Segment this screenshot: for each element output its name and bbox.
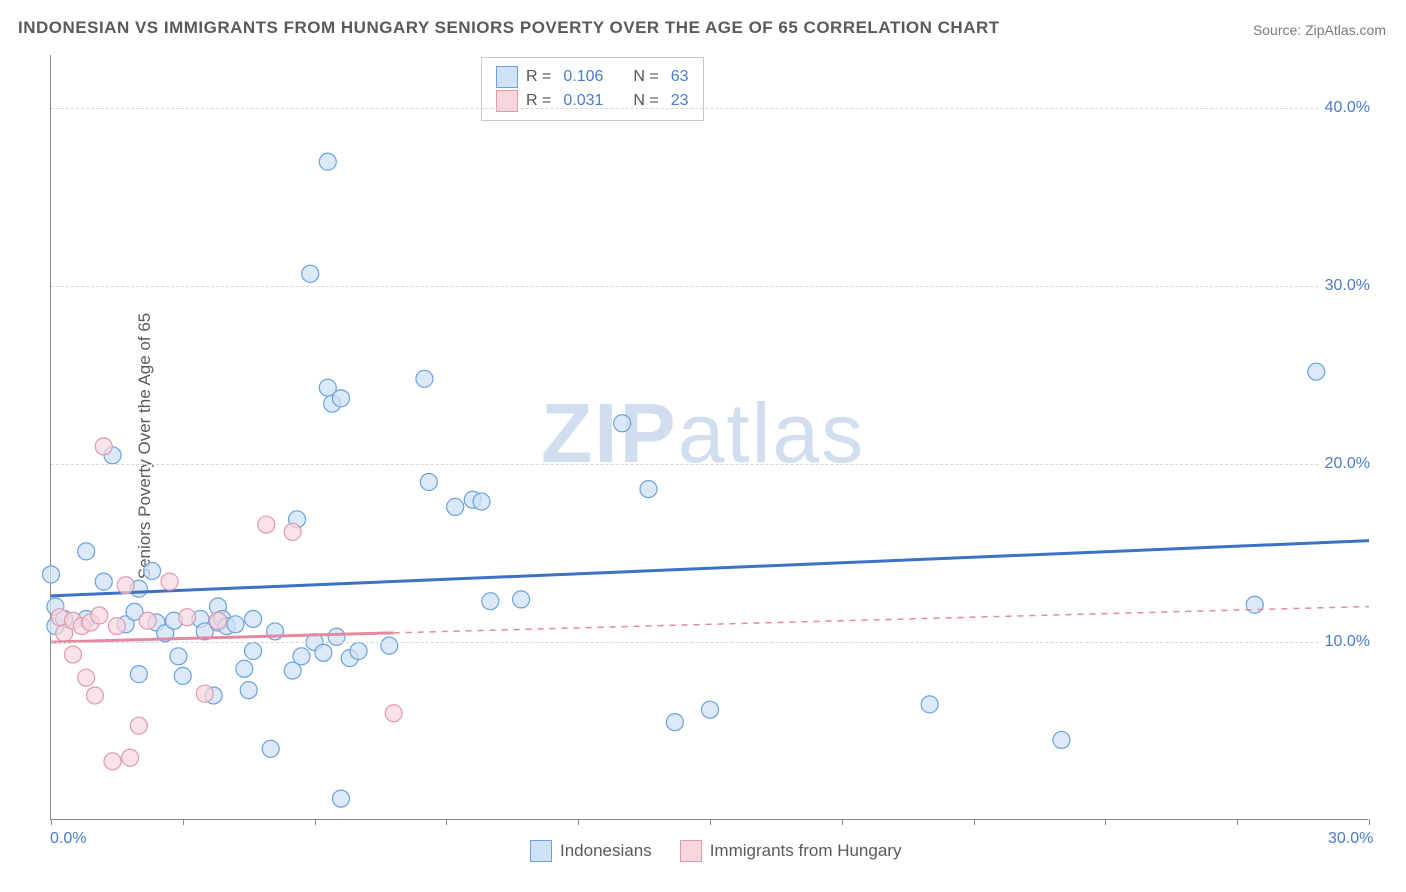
data-point	[666, 714, 683, 731]
data-point	[284, 523, 301, 540]
legend-series-label: Immigrants from Hungary	[710, 841, 902, 861]
legend-r-prefix: R =	[526, 68, 551, 86]
trend-line	[51, 541, 1369, 596]
data-point	[139, 612, 156, 629]
legend-series-label: Indonesians	[560, 841, 652, 861]
x-tick-mark	[1369, 819, 1370, 825]
legend-n-prefix: N =	[633, 68, 658, 86]
data-point	[319, 153, 336, 170]
source-label: Source: ZipAtlas.com	[1253, 22, 1386, 38]
data-point	[293, 648, 310, 665]
data-point	[258, 516, 275, 533]
data-point	[447, 498, 464, 515]
data-point	[130, 717, 147, 734]
data-point	[174, 667, 191, 684]
x-tick-label: 30.0%	[1328, 830, 1373, 848]
data-point	[64, 646, 81, 663]
plot-area: ZIPatlas R =0.106N =63R =0.031N =23 10.0…	[50, 55, 1368, 820]
legend-n-prefix: N =	[633, 92, 658, 110]
y-tick-label: 20.0%	[1319, 455, 1370, 473]
data-point	[315, 644, 332, 661]
data-point	[1308, 363, 1325, 380]
x-tick-mark	[578, 819, 579, 825]
data-point	[122, 749, 139, 766]
legend-n-value: 63	[671, 68, 689, 86]
data-point	[245, 642, 262, 659]
chart-title: INDONESIAN VS IMMIGRANTS FROM HUNGARY SE…	[18, 18, 1000, 38]
data-point	[91, 607, 108, 624]
x-tick-mark	[51, 819, 52, 825]
x-tick-mark	[183, 819, 184, 825]
x-tick-mark	[446, 819, 447, 825]
legend-n-value: 23	[671, 92, 689, 110]
legend-swatch	[530, 840, 552, 862]
data-point	[302, 265, 319, 282]
x-tick-mark	[315, 819, 316, 825]
legend-series: Indonesians Immigrants from Hungary	[530, 840, 901, 862]
data-point	[482, 593, 499, 610]
data-point	[144, 562, 161, 579]
data-point	[170, 648, 187, 665]
data-point	[702, 701, 719, 718]
data-point	[43, 566, 60, 583]
gridline	[51, 642, 1368, 643]
legend-swatch	[680, 840, 702, 862]
data-point	[78, 669, 95, 686]
data-point	[921, 696, 938, 713]
data-point	[108, 618, 125, 635]
data-point	[86, 687, 103, 704]
legend-swatch	[496, 66, 518, 88]
data-point	[179, 609, 196, 626]
data-point	[1053, 731, 1070, 748]
data-point	[240, 682, 257, 699]
chart-svg	[51, 55, 1368, 819]
y-tick-label: 30.0%	[1319, 277, 1370, 295]
data-point	[350, 642, 367, 659]
data-point	[117, 577, 134, 594]
data-point	[209, 612, 226, 629]
x-tick-label: 0.0%	[50, 830, 86, 848]
data-point	[104, 753, 121, 770]
data-point	[420, 473, 437, 490]
data-point	[332, 390, 349, 407]
trend-line-dashed	[394, 607, 1369, 633]
legend-series-item: Immigrants from Hungary	[680, 840, 902, 862]
data-point	[381, 637, 398, 654]
x-tick-mark	[710, 819, 711, 825]
data-point	[161, 573, 178, 590]
data-point	[236, 660, 253, 677]
x-tick-mark	[1237, 819, 1238, 825]
data-point	[262, 740, 279, 757]
data-point	[78, 543, 95, 560]
legend-r-prefix: R =	[526, 92, 551, 110]
data-point	[196, 685, 213, 702]
y-tick-label: 10.0%	[1319, 633, 1370, 651]
data-point	[245, 610, 262, 627]
data-point	[95, 438, 112, 455]
data-point	[95, 573, 112, 590]
gridline	[51, 108, 1368, 109]
data-point	[614, 415, 631, 432]
data-point	[227, 616, 244, 633]
data-point	[416, 370, 433, 387]
data-point	[513, 591, 530, 608]
data-point	[1246, 596, 1263, 613]
legend-series-item: Indonesians	[530, 840, 652, 862]
y-tick-label: 40.0%	[1319, 99, 1370, 117]
data-point	[332, 790, 349, 807]
data-point	[640, 481, 657, 498]
data-point	[130, 666, 147, 683]
legend-stats: R = 0.106 N = 63 R = 0.031 N = 23	[481, 57, 704, 121]
x-tick-mark	[1105, 819, 1106, 825]
x-tick-mark	[974, 819, 975, 825]
gridline	[51, 464, 1368, 465]
gridline	[51, 286, 1368, 287]
x-tick-mark	[842, 819, 843, 825]
legend-stat-row: R = 0.106 N = 63	[496, 66, 689, 88]
legend-r-value: 0.106	[563, 68, 603, 86]
legend-r-value: 0.031	[563, 92, 603, 110]
data-point	[385, 705, 402, 722]
data-point	[473, 493, 490, 510]
